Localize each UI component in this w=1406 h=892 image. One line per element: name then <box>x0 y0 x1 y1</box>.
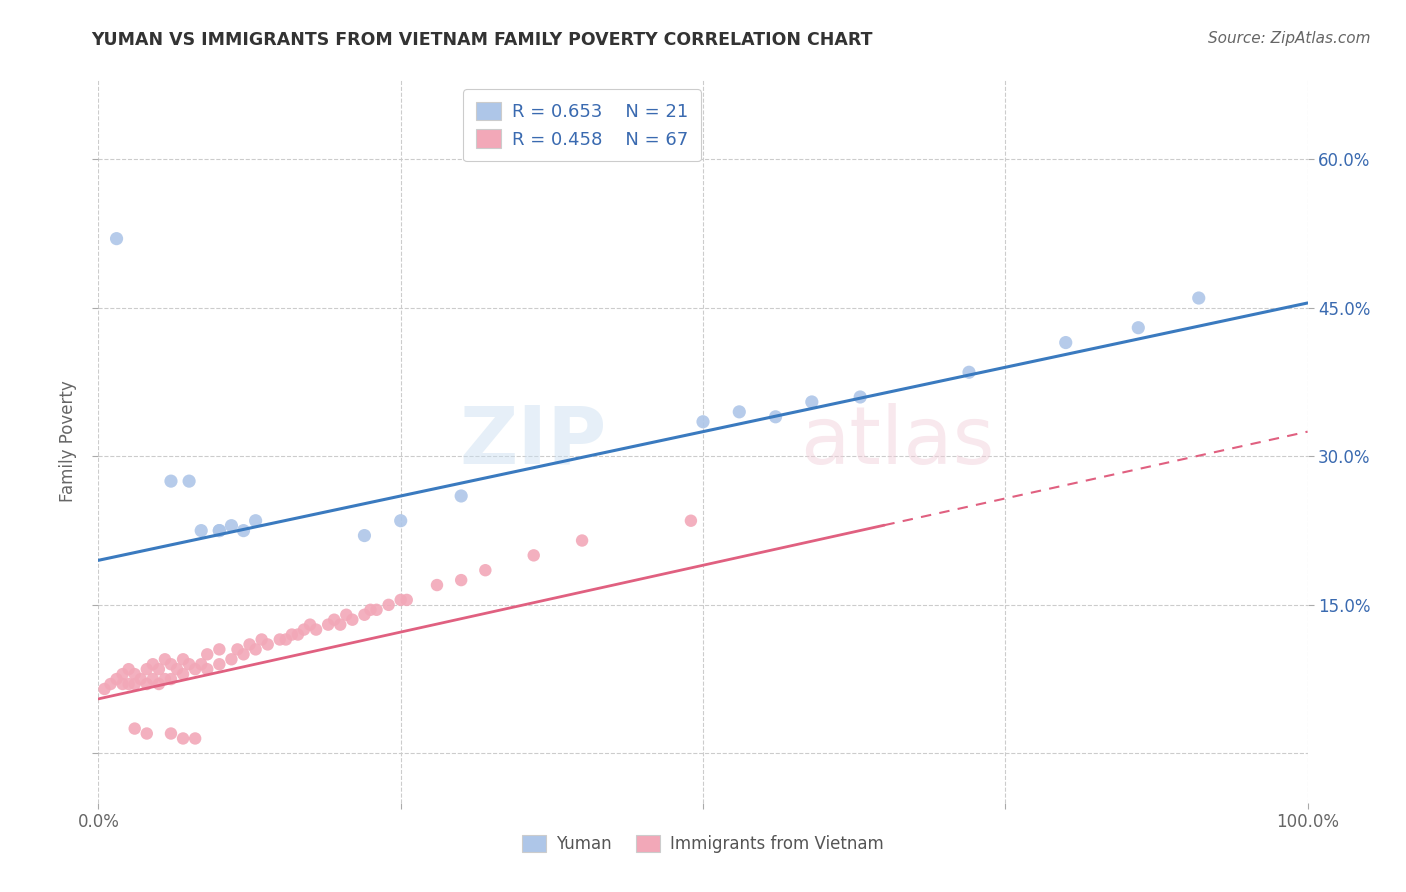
Point <box>208 524 231 538</box>
Point <box>172 667 194 681</box>
Point <box>226 642 249 657</box>
Point <box>153 652 176 666</box>
Point <box>93 681 115 696</box>
Point <box>765 409 787 424</box>
Point <box>184 731 207 746</box>
Point <box>1128 320 1150 334</box>
Point <box>208 657 231 672</box>
Point <box>148 677 170 691</box>
Point <box>160 657 183 672</box>
Point <box>299 617 322 632</box>
Point <box>160 726 183 740</box>
Point <box>184 662 207 676</box>
Point <box>208 524 231 538</box>
Point <box>190 524 212 538</box>
Point <box>105 232 128 246</box>
Point <box>135 726 157 740</box>
Point <box>305 623 328 637</box>
Text: atlas: atlas <box>800 402 994 481</box>
Point <box>135 662 157 676</box>
Point <box>395 593 418 607</box>
Point <box>166 662 188 676</box>
Point <box>208 642 231 657</box>
Point <box>292 623 315 637</box>
Point <box>100 677 122 691</box>
Point <box>335 607 357 622</box>
Point <box>728 405 751 419</box>
Point <box>360 603 382 617</box>
Point <box>366 603 388 617</box>
Point <box>221 652 243 666</box>
Point <box>190 657 212 672</box>
Point <box>389 593 412 607</box>
Point <box>124 677 146 691</box>
Point <box>245 514 267 528</box>
Point <box>232 524 254 538</box>
Text: ZIP: ZIP <box>458 402 606 481</box>
Point <box>129 672 152 686</box>
Point <box>153 672 176 686</box>
Point <box>111 677 134 691</box>
Point <box>287 627 309 641</box>
Point <box>172 652 194 666</box>
Point <box>160 474 183 488</box>
Point <box>957 365 980 379</box>
Text: Source: ZipAtlas.com: Source: ZipAtlas.com <box>1208 31 1371 46</box>
Point <box>195 662 218 676</box>
Point <box>142 672 165 686</box>
Point <box>274 632 297 647</box>
Point <box>195 648 218 662</box>
Point <box>179 657 201 672</box>
Point <box>118 662 141 676</box>
Legend: Yuman, Immigrants from Vietnam: Yuman, Immigrants from Vietnam <box>516 828 890 860</box>
Point <box>172 731 194 746</box>
Point <box>353 607 375 622</box>
Point <box>426 578 449 592</box>
Point <box>389 514 412 528</box>
Point <box>111 667 134 681</box>
Point <box>118 677 141 691</box>
Point <box>142 657 165 672</box>
Point <box>245 642 267 657</box>
Point <box>239 637 262 651</box>
Point <box>124 667 146 681</box>
Point <box>1054 335 1077 350</box>
Text: YUMAN VS IMMIGRANTS FROM VIETNAM FAMILY POVERTY CORRELATION CHART: YUMAN VS IMMIGRANTS FROM VIETNAM FAMILY … <box>91 31 873 49</box>
Point <box>221 518 243 533</box>
Point <box>523 549 546 563</box>
Point <box>124 722 146 736</box>
Point <box>256 637 278 651</box>
Point <box>849 390 872 404</box>
Y-axis label: Family Poverty: Family Poverty <box>59 381 77 502</box>
Point <box>135 677 157 691</box>
Point <box>281 627 304 641</box>
Point <box>160 672 183 686</box>
Point <box>250 632 273 647</box>
Point <box>571 533 593 548</box>
Point <box>1188 291 1211 305</box>
Point <box>329 617 352 632</box>
Point <box>148 662 170 676</box>
Point <box>353 528 375 542</box>
Point <box>692 415 714 429</box>
Point <box>474 563 496 577</box>
Point <box>800 395 823 409</box>
Point <box>342 613 364 627</box>
Point <box>232 648 254 662</box>
Point <box>679 514 702 528</box>
Point <box>450 573 472 587</box>
Point <box>377 598 399 612</box>
Point <box>323 613 346 627</box>
Point <box>269 632 291 647</box>
Point <box>450 489 472 503</box>
Point <box>105 672 128 686</box>
Point <box>179 474 201 488</box>
Point <box>316 617 339 632</box>
